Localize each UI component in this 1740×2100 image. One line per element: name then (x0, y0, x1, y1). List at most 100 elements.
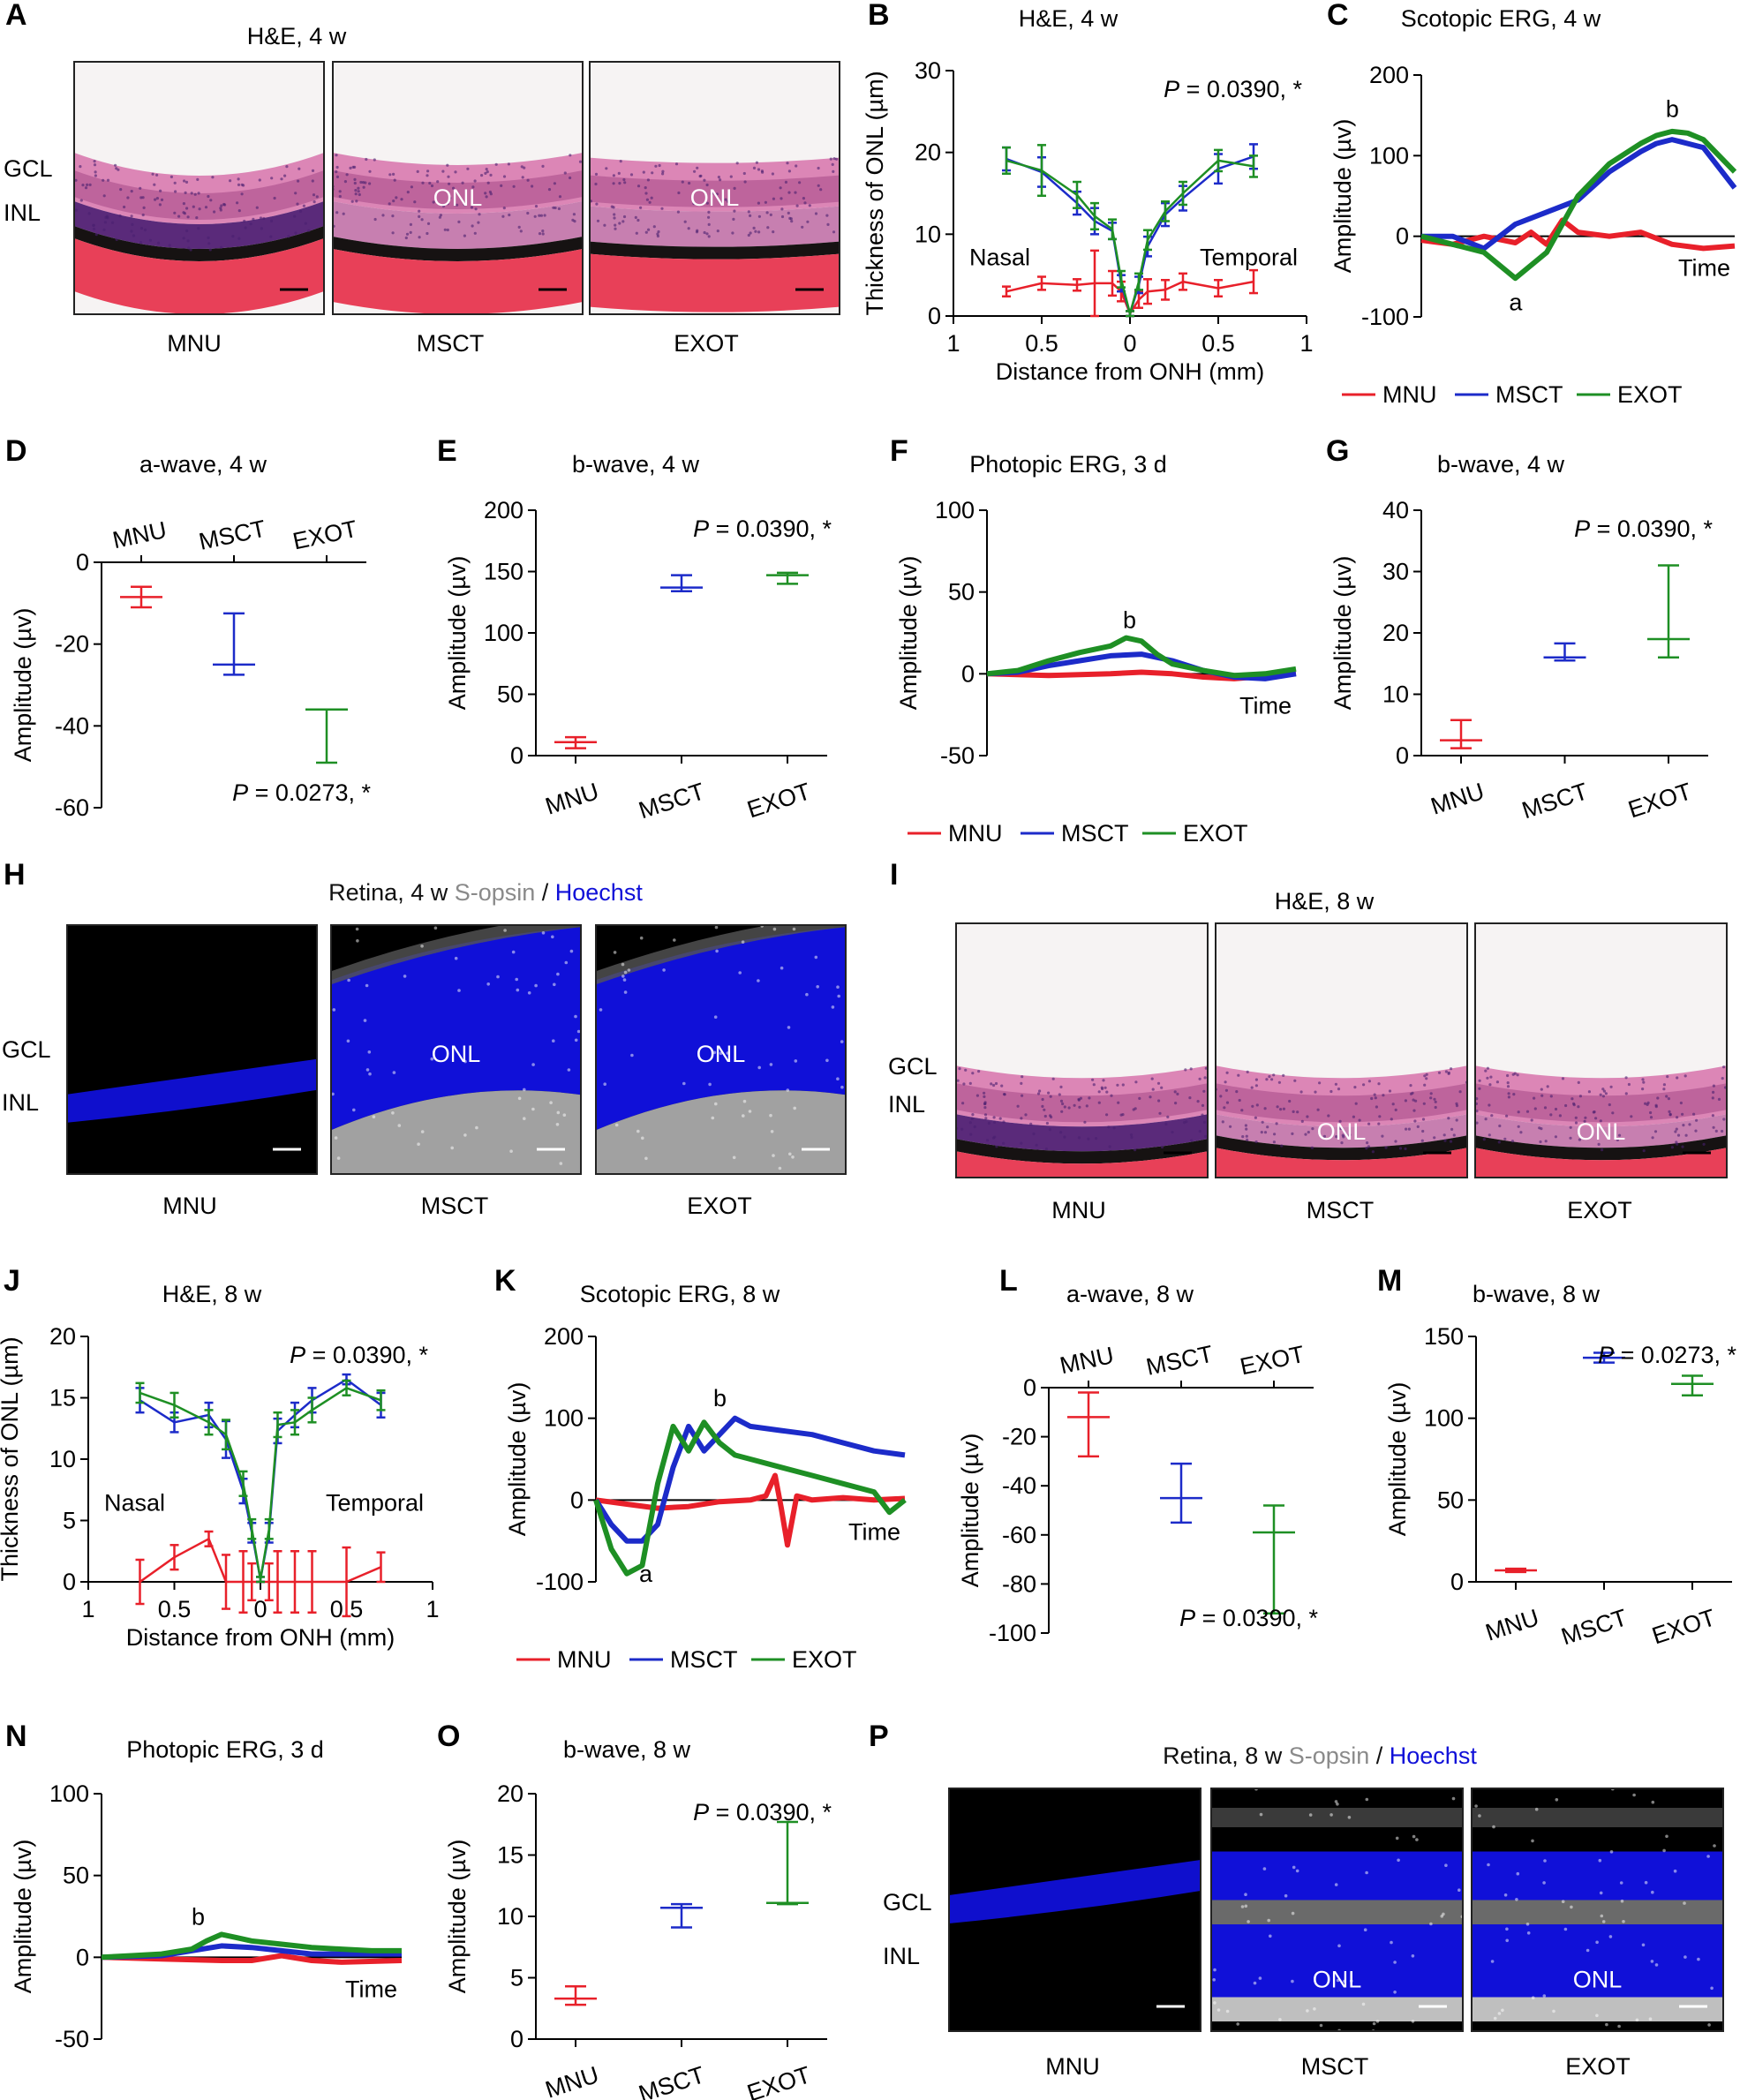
micrograph-MNU (948, 1788, 1201, 2032)
y-tick-label: 100 (49, 1780, 89, 1807)
y-tick-label: 10 (49, 1446, 76, 1472)
y-tick-label: 100 (1424, 1405, 1464, 1432)
legend-label-MSCT: MSCT (1061, 820, 1129, 847)
time-label: Time (1678, 255, 1730, 282)
x-tick-label: 0.5 (1201, 330, 1235, 357)
note-temporal: Temporal (326, 1489, 424, 1516)
onl-label: ONL (1577, 1118, 1626, 1145)
legend-label-MSCT: MSCT (1495, 381, 1563, 408)
p-value: P = 0.0273, * (1598, 1342, 1736, 1368)
y-axis-label: Amplitude (µv) (1329, 556, 1356, 711)
series-line-MNU (101, 1953, 403, 1965)
y-tick-label: 0 (961, 660, 975, 687)
category-label: MNU (542, 2061, 602, 2100)
micrograph-MNU (73, 61, 325, 315)
y-tick-label: 5 (63, 1508, 76, 1534)
panel-letter: M (1377, 1264, 1402, 1298)
y-tick-label: 20 (915, 139, 941, 166)
category-label: MNU (110, 516, 169, 553)
y-tick-label: 100 (1369, 142, 1409, 169)
y-tick-label: -20 (1002, 1424, 1036, 1450)
legend-label-MNU: MNU (1382, 381, 1437, 408)
x-axis-label: Distance from ONH (mm) (126, 1624, 395, 1651)
y-tick-label: 200 (544, 1323, 584, 1350)
panel-letter: A (5, 0, 27, 32)
legend-label-MSCT: MSCT (670, 1646, 738, 1673)
panel-letter: D (5, 434, 27, 468)
panel-letter: L (999, 1264, 1018, 1298)
chart-title: b-wave, 8 w (1473, 1281, 1601, 1307)
category-label: EXOT (290, 516, 359, 555)
chart-title: a-wave, 4 w (139, 451, 267, 478)
note-b: b (713, 1385, 727, 1411)
y-tick-label: 100 (484, 620, 524, 646)
category-label: MSCT (1518, 778, 1591, 824)
y-tick-label: -50 (55, 2026, 89, 2052)
category-label: MSCT (197, 516, 268, 555)
y-tick-label: 0 (1450, 1569, 1464, 1595)
y-tick-label: -60 (1002, 1522, 1036, 1548)
micrograph-MSCT: ONL (332, 61, 584, 315)
y-tick-label: -50 (940, 742, 975, 769)
p-value: P = 0.0390, * (693, 1799, 832, 1825)
panel-letter: G (1326, 434, 1349, 468)
y-tick-label: 0 (1023, 1374, 1036, 1401)
y-tick-label: 0 (76, 549, 89, 576)
note-nasal: Nasal (104, 1489, 165, 1516)
y-tick-label: 10 (1382, 681, 1409, 708)
micrograph-border (66, 924, 318, 1175)
image-panel-H: H Retina, 4 w S-opsin / Hoechst GCL INL MNU O… (2, 858, 847, 1219)
layer-label-gcl: GCL (4, 155, 53, 182)
x-tick-label: 1 (946, 330, 960, 357)
p-value: P = 0.0273, * (232, 779, 371, 806)
micrograph-border (73, 61, 325, 315)
y-tick-label: -100 (989, 1620, 1036, 1646)
x-tick-label: 0.5 (1025, 330, 1058, 357)
category-label: MSCT (636, 2061, 708, 2100)
onl-label: ONL (1317, 1118, 1367, 1145)
chart-C: C Scotopic ERG, 4 w -100 0 100 200 Amplitude (… (1327, 0, 1737, 408)
note-a: a (1509, 290, 1523, 316)
y-tick-label: 100 (935, 497, 975, 523)
y-tick-label: 30 (915, 57, 941, 84)
panel-letter: E (437, 434, 457, 468)
micrograph-border (948, 1788, 1201, 2032)
y-axis-label: Amplitude (µv) (10, 1840, 36, 1994)
micrograph-border (332, 61, 584, 315)
onl-label: ONL (1313, 1967, 1362, 1993)
x-tick-label: 1 (426, 1596, 439, 1622)
y-tick-label: 40 (1382, 497, 1409, 523)
p-value: P = 0.0390, * (1574, 516, 1713, 542)
micrograph-label: EXOT (1567, 1197, 1632, 1223)
y-tick-label: 0 (510, 742, 524, 769)
micrograph-EXOT: ONL (1474, 922, 1728, 1178)
chart-title: Photopic ERG, 3 d (969, 451, 1167, 478)
layer-label-gcl: GCL (2, 1036, 51, 1063)
y-tick-label: -100 (1361, 304, 1409, 330)
micrograph-border (595, 924, 847, 1175)
y-tick-label: 20 (497, 1780, 524, 1807)
y-axis-label: Amplitude (µv) (895, 556, 922, 711)
category-label: MSCT (1558, 1604, 1631, 1650)
category-label: MSCT (1144, 1341, 1216, 1381)
micrograph-label: MSCT (421, 1193, 489, 1219)
panel-letter: C (1327, 0, 1349, 32)
y-tick-label: -20 (55, 631, 89, 658)
category-label: EXOT (744, 778, 814, 823)
y-axis-label: Amplitude (µv) (444, 556, 471, 711)
y-tick-label: 0 (63, 1569, 76, 1595)
p-value: P = 0.0390, * (1179, 1605, 1318, 1631)
p-value: P = 0.0390, * (290, 1342, 428, 1368)
x-tick-label: 0 (1123, 330, 1136, 357)
time-label: Time (848, 1518, 900, 1545)
micrograph-EXOT: ONL (595, 924, 847, 1175)
x-tick-label: 1 (1299, 330, 1313, 357)
category-label: MNU (1427, 778, 1488, 820)
layer-label-gcl: GCL (888, 1053, 938, 1080)
panel-title: Retina, 4 w S-opsin / Hoechst (328, 879, 643, 906)
micrograph-label: EXOT (674, 330, 739, 357)
series-line-MSCT (1421, 137, 1737, 252)
